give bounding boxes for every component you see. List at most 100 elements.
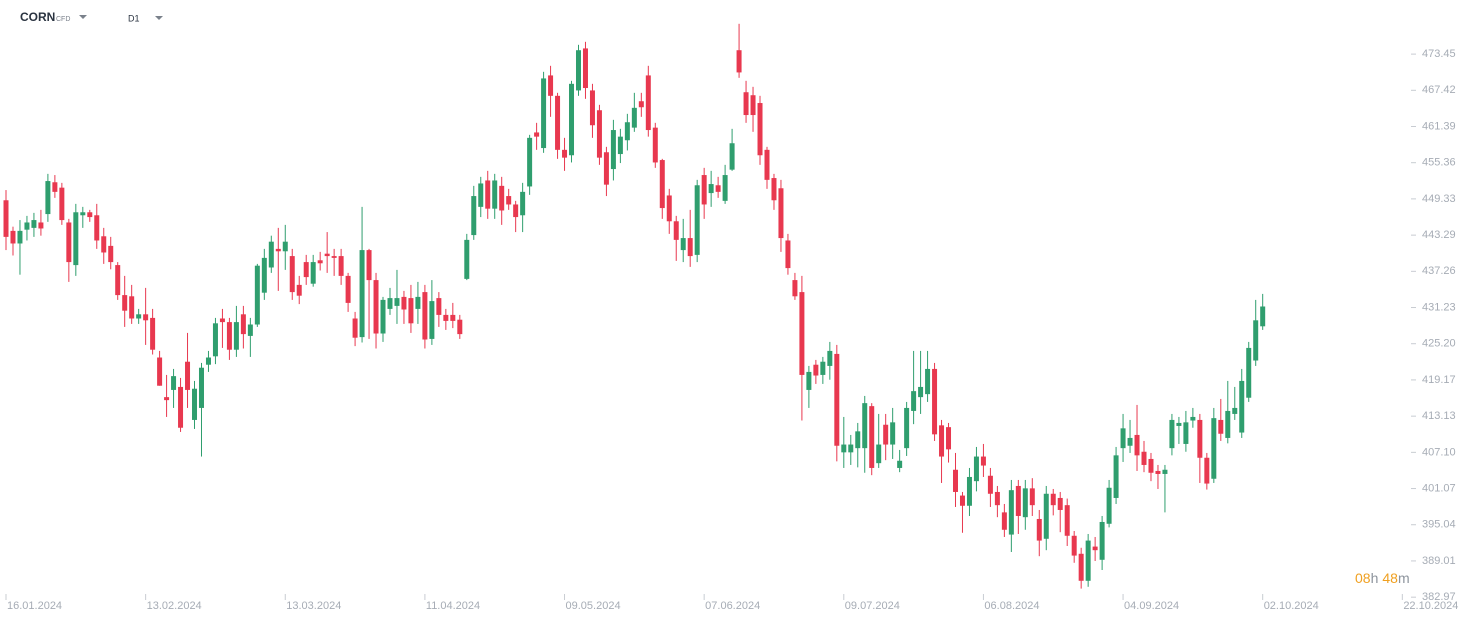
- candle-body: [959, 495, 965, 506]
- candle-body: [317, 260, 323, 264]
- candle-body: [192, 388, 198, 420]
- candle-body: [226, 322, 232, 350]
- candle-body: [904, 407, 910, 449]
- x-tick-label: 22.10.2024: [1403, 600, 1458, 612]
- candle-body: [205, 357, 211, 365]
- candle-body: [1183, 422, 1189, 444]
- candle-body: [827, 350, 833, 366]
- candle-body: [45, 181, 51, 215]
- candle-body: [1106, 487, 1112, 524]
- countdown-minutes-unit: m: [1398, 570, 1410, 586]
- candle-body: [24, 222, 30, 230]
- countdown: 08h 48m: [1355, 570, 1410, 586]
- candle-body: [1190, 416, 1196, 421]
- candle-body: [178, 386, 184, 428]
- symbol-dropdown-caret[interactable]: [79, 15, 87, 19]
- y-tick-label: 467.42: [1422, 84, 1456, 96]
- candle-body: [1246, 347, 1252, 398]
- candle-body: [1169, 419, 1175, 449]
- candle-body: [617, 136, 623, 155]
- candle-body: [897, 460, 903, 468]
- candle-body: [443, 314, 449, 321]
- candle-body: [631, 107, 637, 128]
- candle-body: [939, 425, 945, 457]
- candle-body: [331, 256, 337, 258]
- candle-body: [345, 275, 351, 303]
- x-tick-label: 09.07.2024: [845, 600, 900, 612]
- symbol[interactable]: CORN: [20, 10, 55, 24]
- candle-body: [485, 180, 491, 209]
- candle-body: [569, 83, 575, 156]
- y-tick-label: 443.29: [1422, 229, 1456, 241]
- candle-body: [918, 386, 924, 398]
- candle-body: [534, 132, 540, 137]
- candle-body: [806, 371, 812, 390]
- candle-body: [876, 444, 882, 464]
- candle-body: [282, 241, 288, 252]
- candle-body: [708, 184, 714, 194]
- candle-body: [932, 368, 938, 435]
- candle-body: [1064, 505, 1070, 536]
- candle-body: [1127, 437, 1133, 446]
- y-tick-label: 401.07: [1422, 482, 1456, 494]
- candle-body: [1148, 458, 1154, 473]
- candle-body: [478, 183, 484, 207]
- candle-body: [694, 185, 700, 255]
- candle-body: [834, 353, 840, 446]
- candle-body: [890, 422, 896, 445]
- candle-body: [101, 236, 107, 253]
- candle-body: [94, 215, 100, 241]
- candle-body: [680, 238, 686, 251]
- candle-body: [275, 248, 281, 252]
- candle-body: [492, 180, 498, 209]
- candle-body: [59, 187, 65, 221]
- candle-body: [855, 431, 861, 449]
- candle-body: [687, 238, 693, 257]
- candle-body: [1225, 410, 1231, 438]
- candle-body: [841, 444, 847, 453]
- y-tick-label: 473.45: [1422, 48, 1456, 60]
- candle-body: [862, 403, 868, 449]
- candle-body: [1155, 470, 1161, 474]
- candle-body: [1211, 418, 1217, 479]
- candle-body: [499, 185, 505, 211]
- x-tick-label: 13.02.2024: [147, 600, 202, 612]
- candle-body: [757, 103, 763, 156]
- candle-body: [324, 253, 330, 257]
- countdown-minutes: 48: [1382, 570, 1398, 586]
- candle-body: [1050, 493, 1056, 506]
- candle-body: [778, 188, 784, 239]
- candle-body: [736, 50, 742, 73]
- candle-body: [1162, 469, 1168, 474]
- candle-body: [233, 322, 239, 350]
- y-tick-label: 431.23: [1422, 301, 1456, 313]
- candle-body: [813, 364, 819, 376]
- candle-body: [1176, 422, 1182, 426]
- countdown-hours: 08: [1355, 570, 1371, 586]
- candle-body: [1029, 488, 1035, 506]
- candle-body: [1036, 518, 1042, 541]
- candle-body: [359, 250, 365, 338]
- candle-body: [1071, 535, 1077, 556]
- candle-body: [129, 296, 135, 319]
- candle-body: [429, 301, 435, 339]
- candle-body: [666, 195, 672, 222]
- candle-body: [610, 130, 616, 170]
- candle-body: [303, 262, 309, 278]
- candle-body: [980, 456, 986, 466]
- x-tick-label: 04.09.2024: [1124, 600, 1179, 612]
- candle-body: [911, 391, 917, 411]
- y-tick-label: 455.36: [1422, 157, 1456, 169]
- candle-body: [338, 256, 344, 276]
- candle-body: [1197, 419, 1203, 458]
- timeframe-dropdown-caret[interactable]: [155, 16, 163, 20]
- candle-body: [799, 292, 805, 375]
- timeframe[interactable]: D1: [128, 13, 140, 23]
- candle-body: [157, 357, 163, 386]
- candle-body: [31, 220, 37, 228]
- candle-body: [73, 212, 79, 266]
- candle-body: [52, 182, 58, 192]
- candle-body: [1120, 428, 1126, 449]
- candle-body: [562, 149, 568, 158]
- candle-body: [729, 143, 735, 170]
